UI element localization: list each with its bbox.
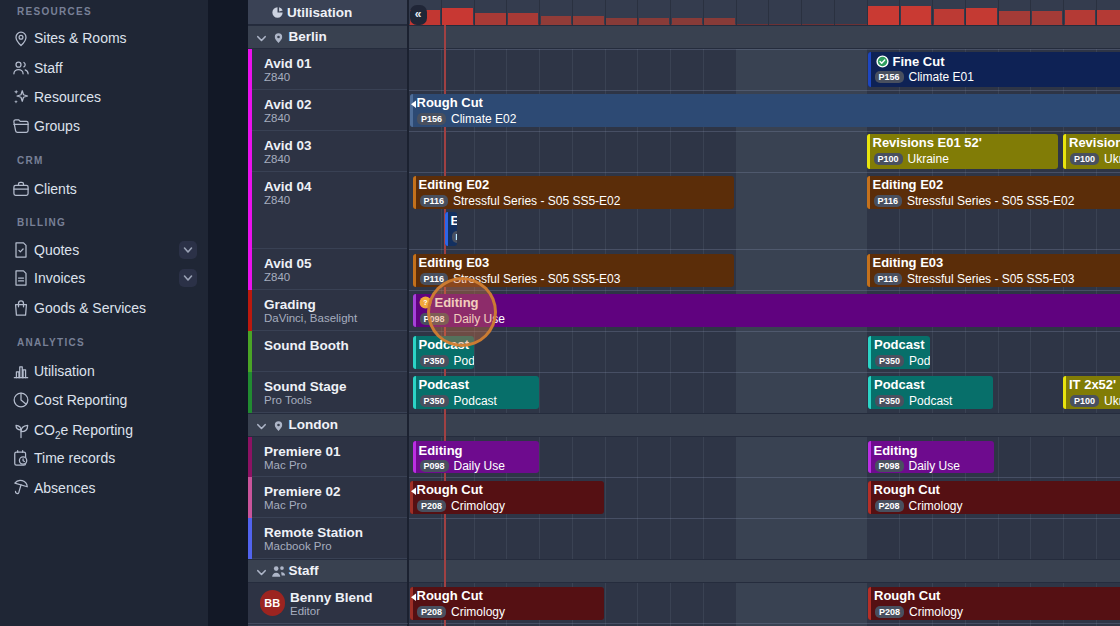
svg-text:?: ?: [423, 299, 427, 306]
